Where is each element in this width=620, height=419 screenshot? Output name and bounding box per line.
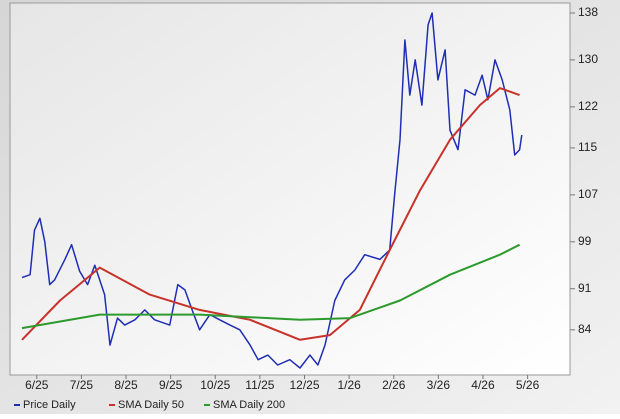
legend-label: SMA Daily 50 bbox=[118, 399, 184, 411]
x-tick-label: 9/25 bbox=[159, 378, 183, 392]
x-tick-label: 8/25 bbox=[114, 378, 138, 392]
series-line bbox=[21, 243, 521, 330]
legend-label: SMA Daily 200 bbox=[213, 399, 285, 411]
y-tick-label: 99 bbox=[578, 234, 592, 248]
y-tick-label: 122 bbox=[578, 99, 598, 113]
x-tick-label: 7/25 bbox=[70, 378, 94, 392]
y-tick-label: 107 bbox=[578, 187, 598, 201]
y-tick-label: 115 bbox=[578, 140, 597, 154]
y-tick-label: 130 bbox=[578, 52, 598, 66]
series-line bbox=[21, 12, 523, 369]
x-tick-label: 11/25 bbox=[245, 378, 274, 392]
x-tick-label: 12/25 bbox=[289, 378, 319, 392]
x-tick-label: 6/25 bbox=[25, 378, 49, 392]
plot-area bbox=[9, 2, 571, 376]
y-tick-label: 84 bbox=[578, 322, 592, 336]
x-tick-label: 1/26 bbox=[337, 378, 361, 392]
x-tick-label: 3/26 bbox=[427, 378, 451, 392]
x-tick-label: 5/26 bbox=[516, 378, 540, 392]
x-tick-label: 2/26 bbox=[382, 378, 406, 392]
x-tick-label: 10/25 bbox=[200, 378, 230, 392]
y-tick-label: 91 bbox=[578, 281, 592, 295]
y-tick-label: 138 bbox=[578, 5, 598, 19]
legend-label: Price Daily bbox=[23, 399, 76, 411]
series-line bbox=[21, 87, 520, 341]
x-tick-label: 4/26 bbox=[471, 378, 495, 392]
